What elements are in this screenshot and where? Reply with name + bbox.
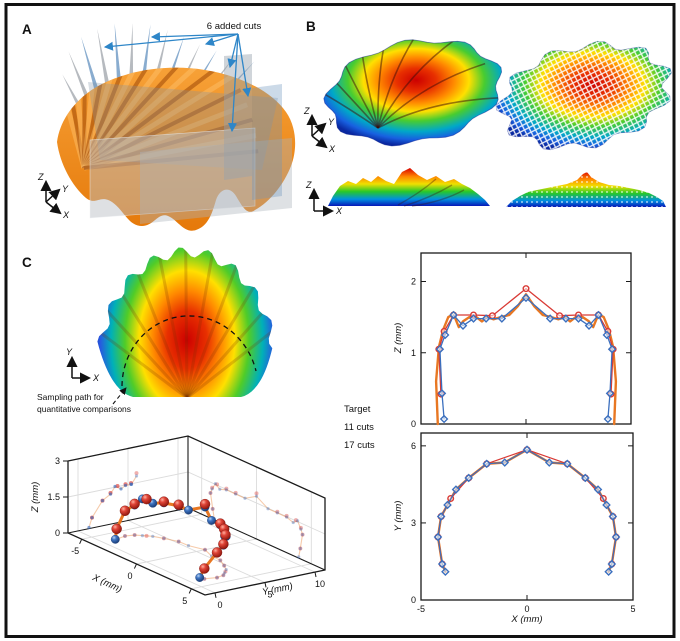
panel-b-side-axis-triad-icon bbox=[308, 187, 335, 217]
profile-chart-y-axis-title: Z (mm) bbox=[393, 323, 404, 355]
svg-text:1: 1 bbox=[411, 348, 416, 358]
figure-border bbox=[4, 3, 676, 638]
svg-text:10: 10 bbox=[315, 579, 325, 589]
sampling-path-annotation-line1: Sampling path for bbox=[37, 392, 104, 402]
legend-item-11-cuts: 11 cuts bbox=[344, 422, 374, 433]
svg-text:1.5: 1.5 bbox=[47, 492, 60, 502]
panel-b-y-axis-label: Y bbox=[328, 117, 335, 127]
panel-b-side-x-axis-label: X bbox=[335, 206, 343, 216]
plot3d-z-axis-title: Z (mm) bbox=[30, 482, 41, 514]
svg-text:2: 2 bbox=[411, 277, 416, 287]
panel-a-shell-with-cut-planes bbox=[57, 23, 296, 231]
svg-text:6: 6 bbox=[411, 441, 416, 451]
panel-c-y-axis-label: Y bbox=[66, 347, 73, 357]
panel-b-3d-axis-triad-icon bbox=[306, 113, 328, 149]
panel-c-axis-triad-icon bbox=[66, 355, 92, 384]
svg-text:0: 0 bbox=[411, 595, 416, 605]
plot3d-x-axis-title: X (mm) bbox=[90, 572, 124, 595]
svg-text:3: 3 bbox=[411, 518, 416, 528]
svg-text:0: 0 bbox=[411, 419, 416, 429]
svg-text:0: 0 bbox=[524, 604, 529, 614]
panel-a-label: A bbox=[22, 22, 32, 37]
panel-a-x-axis-label: X bbox=[62, 210, 70, 220]
svg-text:5: 5 bbox=[182, 596, 187, 606]
path-chart-y-axis-title: Y (mm) bbox=[393, 501, 404, 532]
panel-b-x-axis-label: X bbox=[328, 144, 336, 154]
svg-text:0: 0 bbox=[55, 528, 60, 538]
added-cuts-annotation: 6 added cuts bbox=[207, 21, 262, 32]
svg-text:5: 5 bbox=[630, 604, 635, 614]
plot3d-y-axis-title: Y (mm) bbox=[261, 581, 294, 598]
svg-text:5: 5 bbox=[267, 590, 272, 600]
svg-text:0: 0 bbox=[127, 571, 132, 581]
panel-c-x-axis-label: X bbox=[92, 373, 100, 383]
profile-z-vs-x-chart: 0 1 2 bbox=[411, 252, 632, 429]
svg-text:-5: -5 bbox=[417, 604, 425, 614]
panel-b-label: B bbox=[306, 19, 316, 34]
legend-item-17-cuts: 17 cuts bbox=[344, 440, 375, 451]
sampling-path-annotation-line2: quantitative comparisons bbox=[37, 404, 131, 414]
path-chart-x-axis-title: X (mm) bbox=[510, 614, 542, 625]
panel-b-shell-renderings bbox=[323, 39, 672, 207]
panel-b-z-axis-label: Z bbox=[303, 106, 310, 116]
panel-a-axis-triad-icon bbox=[40, 179, 62, 215]
svg-text:3: 3 bbox=[55, 456, 60, 466]
panel-c-label: C bbox=[22, 255, 32, 270]
panel-c-shell-top-view bbox=[97, 247, 273, 405]
panel-a-y-axis-label: Y bbox=[62, 184, 69, 194]
panel-a-z-axis-label: Z bbox=[37, 172, 44, 182]
legend-item-target: Target bbox=[344, 404, 371, 415]
panel-b-side-z-axis-label: Z bbox=[305, 180, 312, 190]
svg-text:-5: -5 bbox=[71, 546, 79, 556]
svg-text:0: 0 bbox=[217, 600, 222, 610]
sampled-path-3d-plot: 0 1.5 3 -5 0 5 0 5 10 bbox=[47, 435, 326, 610]
legend: Target 11 cuts 17 cuts bbox=[344, 404, 375, 451]
